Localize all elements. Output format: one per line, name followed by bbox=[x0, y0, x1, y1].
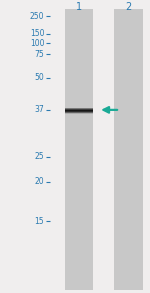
Text: 20: 20 bbox=[35, 177, 44, 186]
Bar bbox=[64, 111, 93, 112]
Text: 2: 2 bbox=[125, 2, 131, 12]
Text: 75: 75 bbox=[34, 50, 44, 59]
Bar bbox=[64, 108, 93, 109]
Text: 150: 150 bbox=[30, 29, 44, 38]
Text: 100: 100 bbox=[30, 39, 44, 48]
Bar bbox=[114, 9, 142, 290]
Bar bbox=[64, 113, 93, 114]
Bar bbox=[64, 9, 93, 290]
Bar bbox=[64, 112, 93, 113]
Bar bbox=[64, 111, 93, 112]
Bar bbox=[64, 110, 93, 111]
Text: 25: 25 bbox=[35, 152, 44, 161]
Bar bbox=[64, 110, 93, 111]
Text: 1: 1 bbox=[76, 2, 82, 12]
Bar bbox=[64, 108, 93, 109]
Text: 50: 50 bbox=[34, 73, 44, 82]
Bar bbox=[64, 112, 93, 113]
Text: 37: 37 bbox=[34, 105, 44, 114]
Bar bbox=[64, 109, 93, 110]
Bar bbox=[64, 113, 93, 114]
Text: 15: 15 bbox=[35, 217, 44, 226]
Text: 250: 250 bbox=[30, 12, 44, 21]
